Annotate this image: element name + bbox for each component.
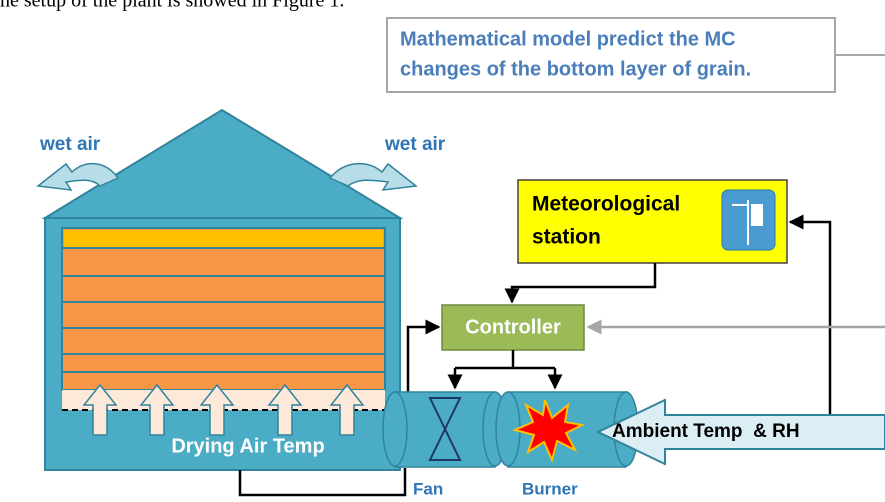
burner-label: Burner	[522, 479, 578, 498]
header-text: he setup of the plant is showed in Figur…	[0, 0, 344, 12]
wet-air: wet air	[384, 134, 446, 155]
fan-label: Fan	[413, 479, 443, 498]
flame	[511, 399, 586, 464]
drying-air-temp: Drying Air Temp	[171, 435, 324, 457]
callout-box	[386, 17, 836, 93]
connectors	[238, 214, 832, 497]
wet-air-arrow	[328, 162, 418, 191]
controller-label: Controller	[465, 316, 561, 338]
ambient-arrow	[595, 398, 885, 466]
grain	[61, 227, 386, 391]
fan-glyph	[428, 397, 462, 461]
station-icon-glyph	[732, 200, 763, 245]
callout-text: changes of the bottom layer of grain.	[400, 58, 751, 80]
callout-text: Mathematical model predict the MC	[400, 28, 736, 50]
air-arrows	[82, 383, 365, 436]
wet-air-arrow	[36, 162, 120, 191]
fan-end	[382, 391, 408, 467]
grain-layers	[62, 247, 385, 373]
met-station-label: Meteorological	[532, 193, 680, 216]
ambient-label: Ambient Temp & RH	[612, 421, 800, 442]
met-station-label: station	[532, 226, 601, 249]
wet-air: wet air	[39, 134, 101, 155]
grain-top	[64, 230, 383, 247]
